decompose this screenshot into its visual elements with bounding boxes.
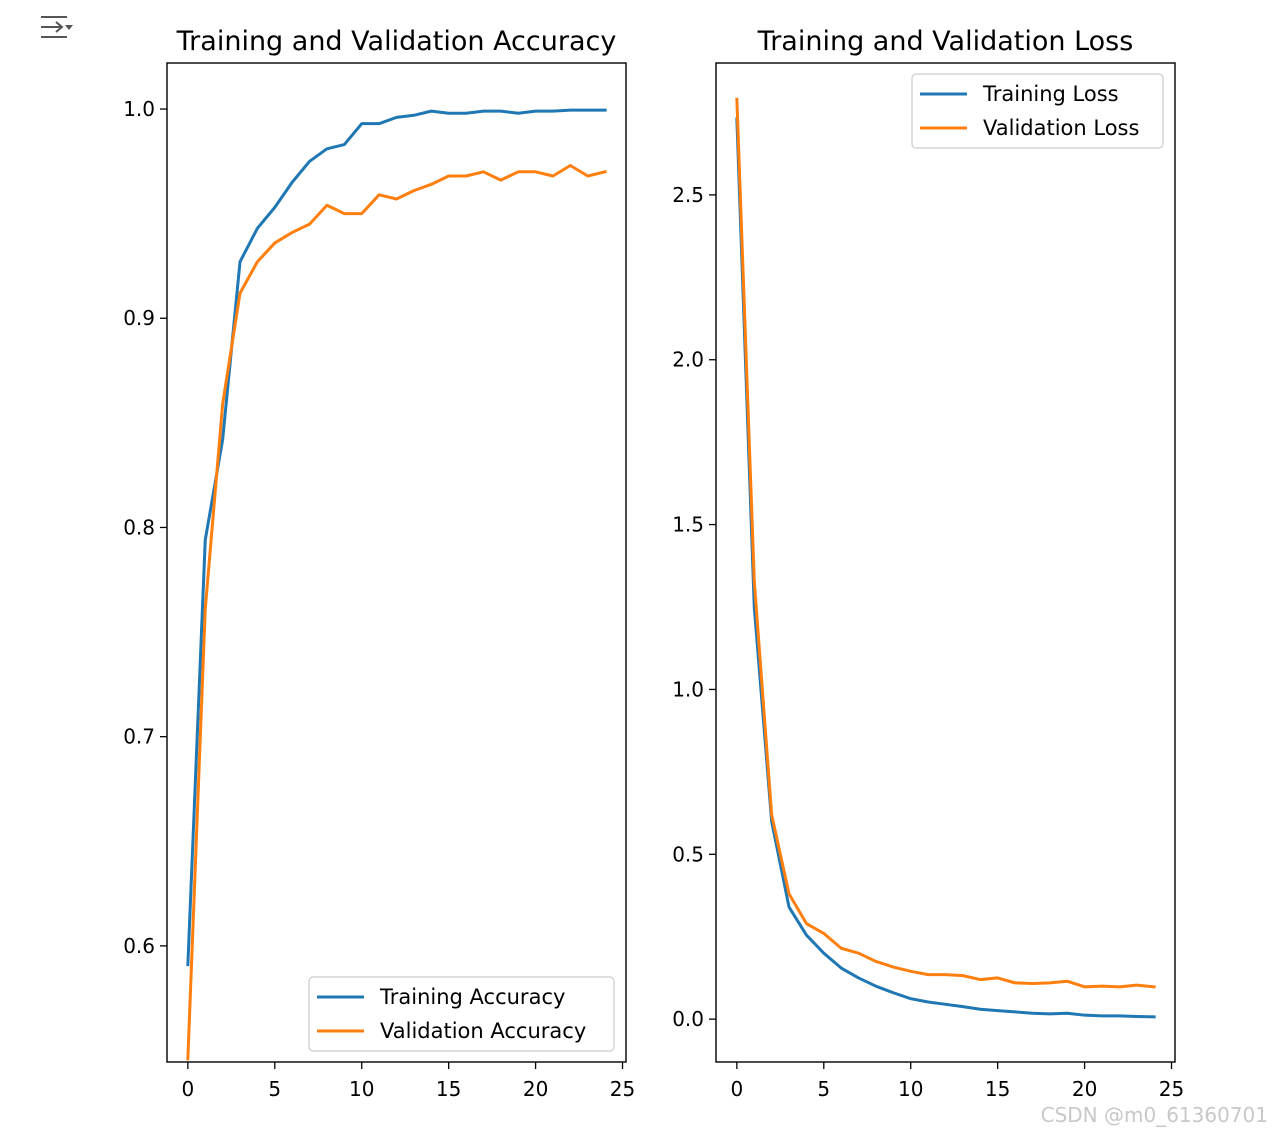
series-line-2: [735, 97, 1156, 989]
chart-title: Training and Validation Loss: [757, 26, 1134, 57]
x-tick-label: 5: [268, 1077, 281, 1101]
chart-title: Training and Validation Accuracy: [176, 26, 617, 57]
x-tick-label: 15: [985, 1077, 1010, 1101]
legend-label: Training Accuracy: [379, 985, 565, 1009]
chart-1: Training and Validation Accuracy 0 5 10 15 20…: [123, 26, 635, 1101]
legend: Training Accuracy Validation Accuracy: [308, 976, 615, 1052]
y-tick-label: 0.0: [672, 1007, 704, 1031]
legend-label: Training Loss: [982, 82, 1119, 106]
legend: Training Loss Validation Loss: [911, 73, 1164, 149]
series-line-1: [186, 108, 607, 967]
legend-label: Validation Accuracy: [380, 1019, 586, 1043]
y-tick-label: 0.9: [123, 306, 155, 330]
legend-box: [911, 73, 1164, 149]
y-tick-label: 2.0: [672, 348, 704, 372]
x-tick-label: 20: [1072, 1077, 1097, 1101]
y-tick-label: 2.5: [672, 183, 704, 207]
axes-frame: [166, 62, 627, 1063]
x-tick-label: 15: [436, 1077, 461, 1101]
y-tick-label: 0.7: [123, 725, 155, 749]
y-tick-label: 0.6: [123, 934, 155, 958]
series-line-2: [186, 164, 607, 1061]
chart-2: Training and Validation Loss 0 5 10 15 20 25 0.…: [672, 26, 1184, 1101]
legend-label: Validation Loss: [983, 116, 1139, 140]
output-toggle-icon[interactable]: [38, 12, 74, 42]
x-tick-label: 20: [523, 1077, 548, 1101]
watermark: CSDN @m0_61360701: [1040, 1103, 1268, 1127]
legend-box: [308, 976, 615, 1052]
y-tick-label: 1.0: [672, 677, 704, 701]
x-tick-label: 25: [610, 1077, 635, 1101]
x-tick-label: 25: [1159, 1077, 1184, 1101]
series-line-1: [735, 117, 1156, 1019]
x-tick-label: 10: [349, 1077, 374, 1101]
axes-frame: [715, 62, 1176, 1063]
y-tick-label: 1.5: [672, 513, 704, 537]
x-tick-label: 10: [898, 1077, 923, 1101]
x-tick-label: 0: [181, 1077, 194, 1101]
y-tick-label: 0.8: [123, 515, 155, 539]
y-tick-label: 0.5: [672, 842, 704, 866]
x-tick-label: 5: [817, 1077, 830, 1101]
y-tick-label: 1.0: [123, 97, 155, 121]
x-tick-label: 0: [730, 1077, 743, 1101]
